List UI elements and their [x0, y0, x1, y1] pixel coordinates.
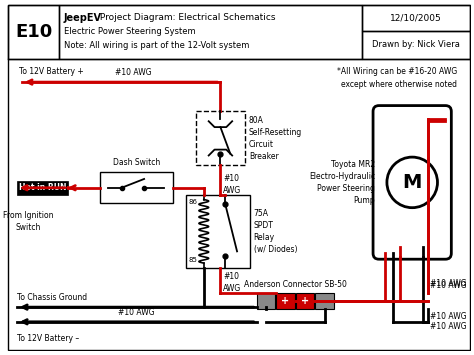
Text: 12/10/2005: 12/10/2005: [390, 13, 442, 22]
Bar: [256, 294, 275, 309]
Text: To 12V Battery –: To 12V Battery –: [17, 334, 79, 343]
Text: #10 AWG: #10 AWG: [430, 281, 466, 290]
Text: Hot in RUN: Hot in RUN: [18, 183, 66, 192]
Text: E10: E10: [15, 23, 52, 41]
Text: 86: 86: [188, 200, 197, 206]
Text: M: M: [402, 173, 422, 192]
Text: Anderson Connector SB-50: Anderson Connector SB-50: [244, 279, 346, 289]
Text: #10 AWG: #10 AWG: [430, 322, 466, 331]
Text: +: +: [301, 296, 309, 306]
Bar: [362, 31, 470, 59]
Bar: [59, 5, 362, 59]
Text: #10 AWG: #10 AWG: [430, 279, 466, 288]
Text: To Chassis Ground: To Chassis Ground: [17, 293, 87, 302]
Bar: [100, 172, 173, 203]
Bar: [17, 181, 68, 195]
Text: To 12V Battery +: To 12V Battery +: [19, 67, 83, 76]
Bar: [8, 5, 59, 59]
Text: #10
AWG: #10 AWG: [223, 272, 242, 293]
Text: JeepEV: JeepEV: [64, 12, 102, 22]
Text: #10 AWG: #10 AWG: [118, 308, 155, 317]
Text: Project Diagram: Electrical Schematics: Project Diagram: Electrical Schematics: [97, 13, 276, 22]
Text: +: +: [282, 296, 290, 306]
Text: 85: 85: [188, 257, 197, 263]
Bar: [186, 195, 250, 268]
Text: Toyota MR2
Electro-Hydraulic
Power Steering
Pump: Toyota MR2 Electro-Hydraulic Power Steer…: [309, 160, 375, 204]
Bar: [276, 294, 295, 309]
Text: Note: All wiring is part of the 12-Volt system: Note: All wiring is part of the 12-Volt …: [64, 42, 249, 50]
Bar: [196, 111, 245, 165]
Text: Dash Switch: Dash Switch: [113, 158, 160, 167]
Text: 80A
Self-Resetting
Circuit
Breaker: 80A Self-Resetting Circuit Breaker: [249, 116, 302, 160]
FancyBboxPatch shape: [373, 105, 451, 259]
Text: Drawn by: Nick Viera: Drawn by: Nick Viera: [372, 40, 460, 49]
Text: *All Wiring can be #16-20 AWG
except where otherwise noted: *All Wiring can be #16-20 AWG except whe…: [337, 67, 457, 89]
Bar: [362, 5, 470, 31]
Text: From Ignition
Switch: From Ignition Switch: [3, 211, 54, 232]
Text: Electric Power Steering System: Electric Power Steering System: [64, 27, 195, 36]
Bar: [315, 294, 334, 309]
Bar: [296, 294, 314, 309]
Text: #10 AWG: #10 AWG: [115, 68, 152, 77]
Text: #10
AWG: #10 AWG: [223, 174, 242, 195]
Text: #10 AWG: #10 AWG: [430, 312, 466, 321]
Text: 75A
SPDT
Relay
(w/ Diodes): 75A SPDT Relay (w/ Diodes): [254, 209, 297, 253]
